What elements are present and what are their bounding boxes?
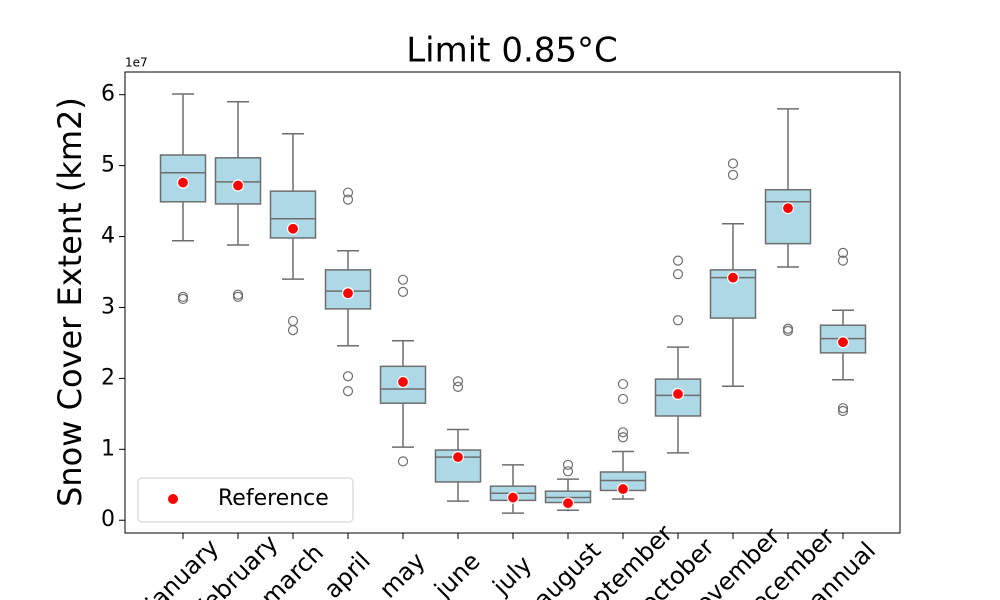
flier (672, 315, 684, 326)
reference-point (341, 287, 355, 300)
y-tick-label: 6 (101, 82, 115, 107)
flier (727, 158, 739, 169)
plot-frame (124, 71, 901, 534)
x-tick-label: june (428, 547, 485, 600)
flier (837, 255, 849, 266)
flier (177, 291, 189, 302)
flier (617, 393, 629, 405)
flier (287, 315, 299, 327)
flier (782, 323, 794, 334)
flier (232, 291, 244, 302)
reference-point (836, 336, 850, 349)
flier (562, 459, 574, 471)
y-tick-label: 5 (101, 153, 115, 178)
flier (452, 376, 464, 387)
flier (617, 432, 629, 443)
flier (342, 187, 354, 198)
reference-point (231, 179, 245, 192)
x-tick-label: may (374, 547, 431, 600)
flier (287, 325, 299, 336)
legend-label: Reference (218, 486, 329, 511)
flier (672, 269, 684, 280)
y-tick-label: 1 (101, 436, 115, 461)
flier (397, 286, 409, 297)
reference-point (286, 222, 300, 235)
reference-point (671, 387, 685, 401)
reference-point (781, 202, 795, 215)
flier (727, 169, 739, 180)
flier (177, 293, 189, 305)
flier (232, 289, 244, 300)
flier (397, 274, 409, 285)
reference-point (506, 491, 520, 504)
reference-point (726, 271, 740, 284)
flier (837, 247, 849, 258)
flier (782, 325, 794, 336)
y-tick-label: 4 (101, 224, 115, 249)
flier (672, 255, 684, 266)
reference-point (616, 482, 630, 496)
box (764, 188, 812, 245)
y-tick-label: 2 (101, 365, 115, 390)
y-offset-label: 1e7 (125, 56, 148, 70)
flier (342, 371, 354, 382)
chart-title: Limit 0.85°C (406, 31, 618, 71)
reference-point (561, 497, 575, 510)
reference-point (451, 451, 465, 464)
y-axis-label: Snow Cover Extent (km2) (51, 97, 89, 507)
reference-point (396, 375, 410, 389)
reference-point (176, 176, 190, 189)
flier (397, 456, 409, 467)
flier (837, 405, 849, 417)
flier (837, 403, 849, 414)
legend-marker (167, 493, 179, 505)
flier (562, 466, 574, 477)
flier (342, 386, 354, 397)
flier (342, 194, 354, 205)
flier (452, 381, 464, 392)
legend-box (137, 477, 354, 523)
flier (617, 378, 629, 390)
x-tick-label: april (319, 547, 376, 600)
y-tick-label: 3 (101, 294, 115, 319)
y-tick-label: 0 (101, 507, 115, 532)
flier (617, 427, 629, 438)
